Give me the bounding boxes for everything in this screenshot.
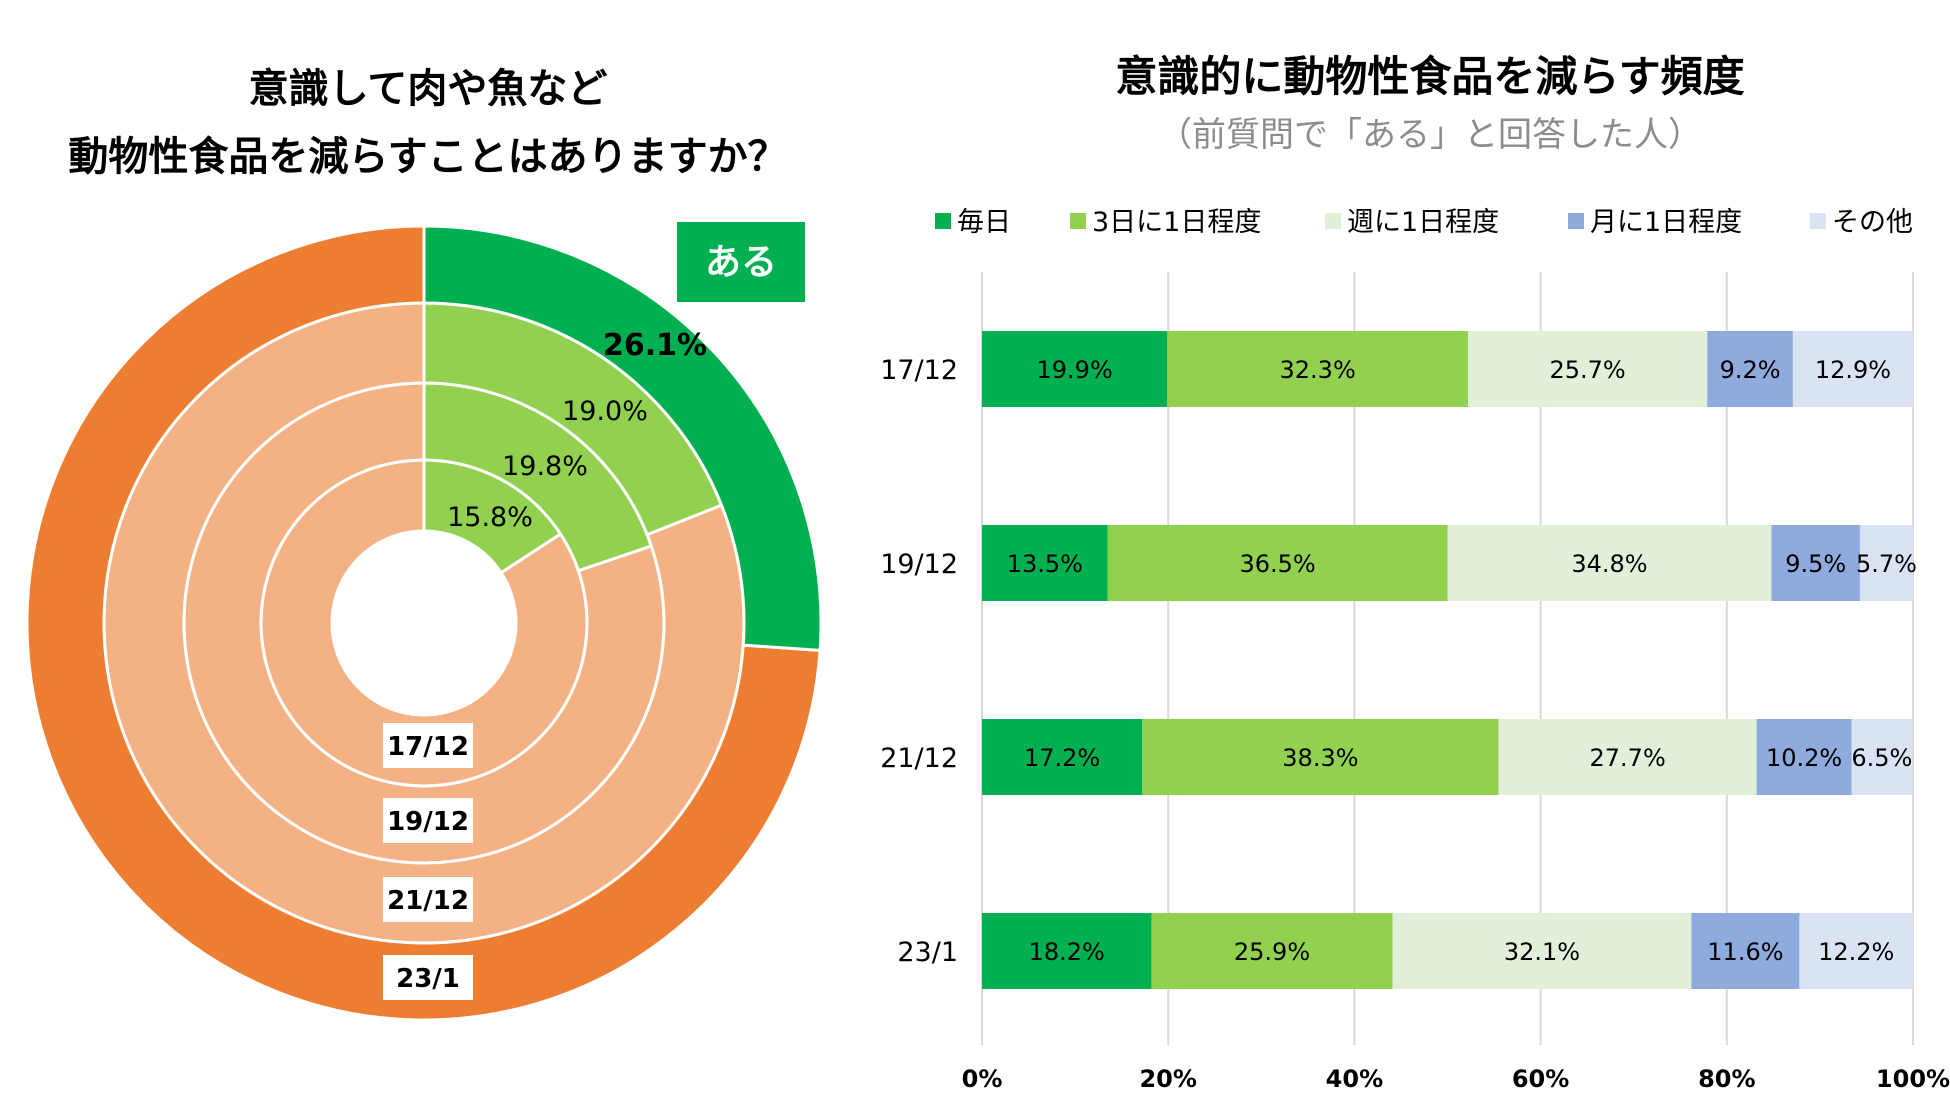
bar-data-label: 38.3% bbox=[1282, 744, 1358, 772]
aru-label: ある bbox=[677, 222, 805, 302]
legend-item: その他 bbox=[1810, 207, 1913, 238]
ring-label-text: 17/12 bbox=[387, 732, 469, 762]
bar-segment bbox=[1859, 525, 1913, 601]
legend-swatch bbox=[1810, 213, 1826, 229]
bar-segment bbox=[1756, 719, 1852, 795]
bar-segment bbox=[1851, 719, 1913, 795]
bar-segment bbox=[1447, 525, 1772, 601]
legend-label: 週に1日程度 bbox=[1347, 207, 1499, 238]
bar-data-label: 32.3% bbox=[1280, 356, 1356, 384]
bar-segment bbox=[982, 719, 1143, 795]
legend-swatch bbox=[1568, 213, 1584, 229]
ring-label-box bbox=[383, 798, 473, 843]
bar-data-label: 25.7% bbox=[1549, 356, 1625, 384]
bar-segment bbox=[1151, 913, 1393, 989]
bar-segment bbox=[1792, 331, 1913, 407]
legend-label: 月に1日程度 bbox=[1590, 207, 1742, 238]
bar-segment bbox=[982, 913, 1152, 989]
legend-item: 週に1日程度 bbox=[1325, 207, 1499, 238]
donut-title-line: 意識して肉や魚など bbox=[249, 66, 608, 112]
bar-data-label: 18.2% bbox=[1029, 938, 1105, 966]
bar-data-label: 32.1% bbox=[1504, 938, 1580, 966]
bar-segment bbox=[1691, 913, 1800, 989]
donut-slice-aru bbox=[422, 224, 823, 653]
legend-swatch bbox=[935, 213, 951, 229]
bar-segment bbox=[1107, 525, 1448, 601]
bar-data-label: 17.2% bbox=[1024, 744, 1100, 772]
aru-label-box bbox=[677, 222, 805, 302]
ring-label-box bbox=[383, 955, 473, 1000]
bar-segment bbox=[1467, 331, 1708, 407]
bar-data-label: 13.5% bbox=[1007, 550, 1083, 578]
bar-segment bbox=[1707, 331, 1793, 407]
bar-data-label: 27.7% bbox=[1590, 744, 1666, 772]
y-tick-label: 19/12 bbox=[880, 549, 958, 580]
bar-title: 意識的に動物性食品を減らす頻度 bbox=[1115, 52, 1744, 101]
legend-label: 3日に1日程度 bbox=[1092, 207, 1261, 238]
donut-value-label: 19.8% bbox=[502, 451, 588, 482]
ring-label: 23/1 bbox=[383, 955, 473, 1000]
y-tick-label: 23/1 bbox=[897, 937, 958, 968]
bar-data-label: 11.6% bbox=[1707, 938, 1783, 966]
ring-label-text: 23/1 bbox=[396, 964, 460, 994]
ring-label-text: 19/12 bbox=[387, 807, 469, 837]
bar-segment bbox=[982, 525, 1108, 601]
bar-segment bbox=[1142, 719, 1499, 795]
bar-data-label: 34.8% bbox=[1571, 550, 1647, 578]
bar-segment bbox=[982, 331, 1168, 407]
bar-data-label: 19.9% bbox=[1037, 356, 1113, 384]
bar-data-label: 25.9% bbox=[1234, 938, 1310, 966]
bar-segment bbox=[1167, 331, 1468, 407]
ring-label: 21/12 bbox=[383, 877, 473, 922]
x-tick-label: 60% bbox=[1512, 1065, 1569, 1093]
bar-data-label: 12.9% bbox=[1815, 356, 1891, 384]
bar-data-label: 9.5% bbox=[1785, 550, 1846, 578]
x-tick-label: 80% bbox=[1698, 1065, 1755, 1093]
y-tick-label: 21/12 bbox=[880, 743, 958, 774]
ring-label-box bbox=[383, 723, 473, 768]
bar-data-label: 9.2% bbox=[1720, 356, 1781, 384]
donut-value-label: 26.1% bbox=[603, 328, 707, 363]
x-tick-label: 40% bbox=[1326, 1065, 1383, 1093]
legend-swatch bbox=[1070, 213, 1086, 229]
legend-item: 3日に1日程度 bbox=[1070, 207, 1261, 238]
ring-label: 17/12 bbox=[383, 723, 473, 768]
bar-segment bbox=[1498, 719, 1757, 795]
bar-data-label: 12.2% bbox=[1818, 938, 1894, 966]
donut-value-label: 19.0% bbox=[562, 396, 648, 427]
x-tick-label: 100% bbox=[1876, 1065, 1950, 1093]
bar-data-label: 10.2% bbox=[1766, 744, 1842, 772]
bar-data-label: 36.5% bbox=[1239, 550, 1315, 578]
bar-segment bbox=[1392, 913, 1692, 989]
legend-label: その他 bbox=[1832, 207, 1913, 238]
ring-label-text: 21/12 bbox=[387, 886, 469, 916]
ring-label-box bbox=[383, 877, 473, 922]
bar-data-label: 5.7% bbox=[1856, 550, 1917, 578]
y-tick-label: 17/12 bbox=[880, 355, 958, 386]
x-tick-label: 20% bbox=[1139, 1065, 1196, 1093]
bar-segment bbox=[1799, 913, 1913, 989]
legend-item: 毎日 bbox=[935, 207, 1011, 238]
legend-swatch bbox=[1325, 213, 1341, 229]
donut-value-label: 15.8% bbox=[447, 502, 533, 533]
donut-title-line: 動物性食品を減らすことはありますか？ bbox=[68, 134, 787, 180]
donut-slice-nai bbox=[25, 224, 822, 1022]
legend-label: 毎日 bbox=[957, 207, 1011, 238]
bar-data-label: 6.5% bbox=[1851, 744, 1912, 772]
bar-subtitle: （前質問で「ある」と回答した人） bbox=[1158, 115, 1702, 155]
x-tick-label: 0% bbox=[962, 1065, 1003, 1093]
legend-item: 月に1日程度 bbox=[1568, 207, 1742, 238]
ring-label: 19/12 bbox=[383, 798, 473, 843]
aru-label-text: ある bbox=[705, 242, 777, 283]
bar-segment bbox=[1771, 525, 1860, 601]
